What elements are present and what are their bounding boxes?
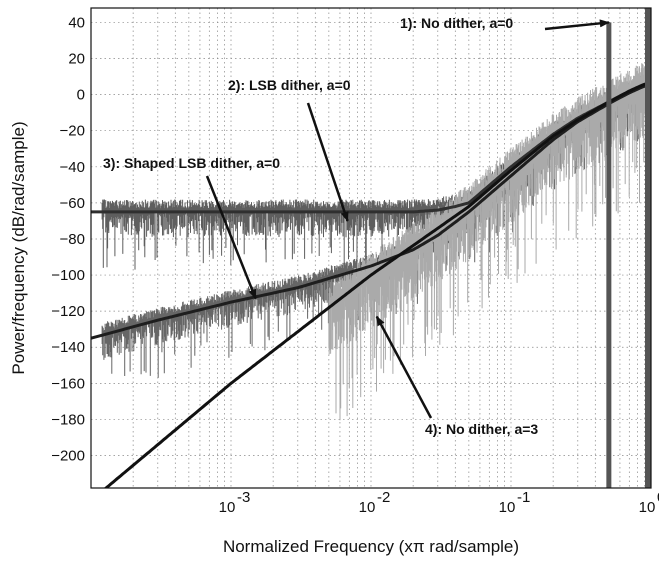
x-tick-exponent: -3	[237, 489, 250, 506]
x-tick-labels: 10-310-210-1100	[219, 489, 659, 516]
annotations: 1): No dither, a=0 2): LSB dither, a=0 3):…	[103, 15, 610, 437]
y-tick-label: 40	[68, 14, 85, 31]
y-tick-label: −20	[60, 123, 85, 140]
y-tick-label: −160	[51, 375, 85, 392]
x-tick-label: 10	[499, 499, 516, 516]
grid	[90, 8, 652, 488]
x-tick-label: 10	[359, 499, 376, 516]
y-tick-label: −60	[60, 195, 85, 212]
x-tick-label: 10	[639, 499, 656, 516]
annotation-arrow	[205, 175, 257, 300]
x-tick-exponent: 0	[657, 489, 659, 506]
y-tick-label: −120	[51, 303, 85, 320]
y-tick-label: −200	[51, 448, 85, 465]
annotation-label: 3): Shaped LSB dither, a=0	[103, 155, 280, 171]
annotation-arrow	[375, 315, 433, 419]
annotation-arrow	[306, 102, 349, 222]
no-dither-a3-spectrum	[328, 60, 651, 421]
x-tick-exponent: -1	[517, 489, 530, 506]
spectrum-fills	[101, 60, 651, 421]
annotation-label: 4): No dither, a=3	[425, 421, 538, 437]
plot-frame	[90, 7, 652, 489]
x-tick-exponent: -2	[377, 489, 390, 506]
y-tick-label: −140	[51, 339, 85, 356]
shaped-dither-curve	[91, 82, 651, 340]
y-tick-label: 20	[68, 51, 85, 68]
y-tick-label: −180	[51, 411, 85, 428]
annotation-arrow	[544, 19, 610, 31]
y-tick-label: −80	[60, 231, 85, 248]
series-lines	[91, 8, 651, 488]
annotation-label: 1): No dither, a=0	[400, 15, 513, 31]
y-tick-label: −40	[60, 159, 85, 176]
y-tick-label: 0	[77, 87, 85, 104]
y-tick-labels: 40 20 0 −20 −40 −60 −80 −100 −120 −140 −160 −180 −20…	[51, 14, 85, 464]
y-tick-label: −100	[51, 267, 85, 284]
x-tick-label: 10	[219, 499, 236, 516]
no-dither-a3-curve	[103, 80, 651, 488]
annotation-label: 2): LSB dither, a=0	[228, 77, 351, 93]
x-axis-label: Normalized Frequency (xπ rad/sample)	[223, 537, 519, 556]
y-axis-label: Power/frequency (dB/rad/sample)	[9, 121, 28, 374]
